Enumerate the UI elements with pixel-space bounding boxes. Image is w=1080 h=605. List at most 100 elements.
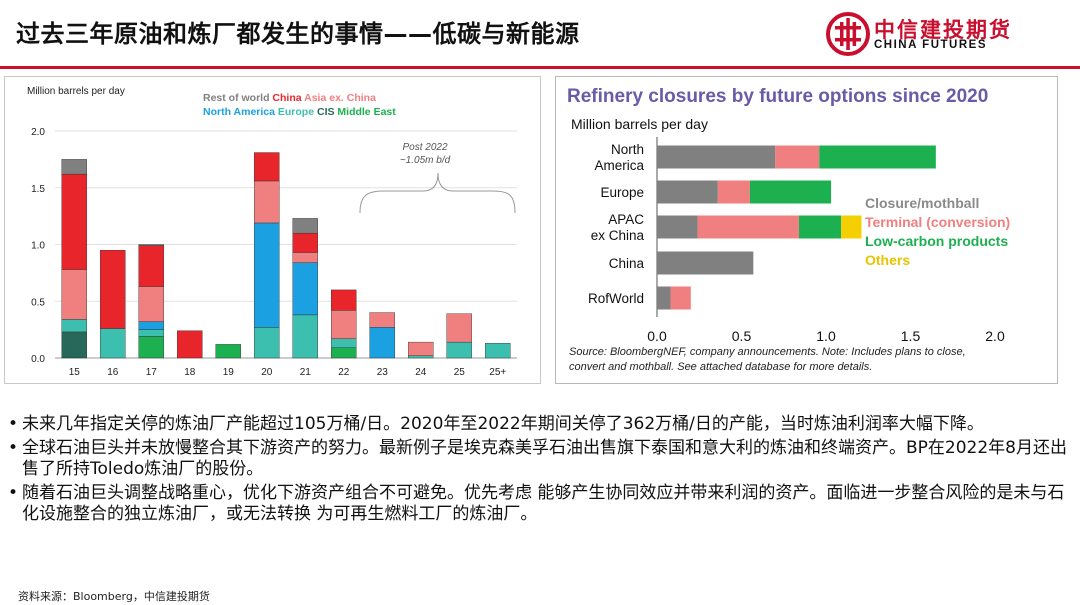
x-tick-label: 22 — [338, 367, 350, 378]
bullet-marker: • — [8, 483, 19, 503]
x-tick-label: 25+ — [489, 367, 506, 378]
chart2-source-note-line-2: convert and mothball. See attached datab… — [569, 361, 872, 373]
bar-segment-europe-24 — [408, 355, 434, 359]
x-tick-label: 25 — [454, 367, 466, 378]
bar-segment-closure-mothball-china — [657, 251, 754, 275]
x-tick-label: 0.5 — [732, 328, 752, 344]
bar-segment-north-america-17 — [138, 321, 164, 330]
closures-by-year-svg: Million barrels per day 0.00.51.01.52.0 … — [27, 86, 517, 378]
bullet-text: 全球石油巨头并未放慢整合其下游资产的努力。最新例子是埃克森美孚石油出售旗下泰国和… — [22, 438, 1067, 479]
legend-entry-china: China — [270, 92, 302, 104]
x-tick-label: 16 — [107, 367, 119, 378]
bar-segment-asia-ex-china-17 — [138, 286, 164, 322]
y-tick-label: 0.0 — [31, 354, 45, 365]
legend-entry-terminal-conversion: Terminal (conversion) — [865, 214, 1010, 230]
bar-segment-terminal-conversion-europe — [717, 180, 750, 204]
bullet-text: 随着石油巨头调整战略重心，优化下游资产组合不可避免。优先考虑 能够产生协同效应并… — [22, 483, 1065, 524]
bar-segment-asia-ex-china-24 — [408, 341, 434, 356]
x-tick-label: 19 — [223, 367, 235, 378]
bar-segment-terminal-conversion-apac-ex-china — [697, 215, 799, 239]
chart2-unit-label: Million barrels per day — [571, 116, 708, 132]
y-tick-label: 1.0 — [31, 241, 45, 252]
bar-segment-terminal-conversion-rofworld — [670, 286, 691, 310]
bar-segment-asia-ex-china-25 — [446, 313, 472, 343]
legend-row: North America Europe CIS Middle East — [203, 106, 396, 118]
legend-entry-rest-of-world: Rest of world — [203, 92, 270, 104]
closures-by-option-svg: Refinery closures by future options sinc… — [567, 86, 1010, 373]
x-tick-label: 15 — [69, 367, 81, 378]
bullet-item: • 随着石油巨头调整战略重心，优化下游资产组合不可避免。优先考虑 能够产生协同效… — [8, 483, 1074, 525]
category-label-line: ex China — [591, 228, 645, 243]
bar-segment-europe-16 — [100, 328, 126, 359]
bar-segment-china-15 — [61, 173, 87, 270]
bar-segment-closure-mothball-rofworld — [657, 286, 671, 310]
category-label-rofworld: RofWorld — [588, 291, 644, 306]
bar-segment-china-17 — [138, 245, 164, 287]
bar-segment-china-22 — [331, 289, 357, 311]
category-label-europe: Europe — [600, 185, 644, 200]
bar-segment-china-16 — [100, 249, 126, 329]
y-tick-label: 0.5 — [31, 297, 45, 308]
bar-segment-middle-east-22 — [331, 347, 357, 359]
bar-segment-low-carbon-products-north-america — [819, 145, 936, 169]
logo-chinese-name: 中信建投期货 — [874, 18, 1012, 42]
legend-entry-europe: Europe — [275, 106, 314, 118]
annotation-line-2: ~1.05m b/d — [400, 155, 451, 166]
bar-segment-rest-of-world-15 — [61, 159, 87, 175]
chart2-source-note-line-1: Source: BloombergNEF, company announceme… — [569, 346, 966, 358]
x-tick-label: 1.0 — [816, 328, 836, 344]
legend-entry-middle-east: Middle East — [334, 106, 396, 118]
bullet-text: 未来几年指定关停的炼油厂产能超过105万桶/日。2020年至2022年期间关停了… — [22, 414, 984, 434]
bar-segment-rest-of-world-21 — [292, 218, 318, 234]
header-divider — [0, 66, 1080, 69]
annotation-line-1: Post 2022 — [402, 142, 447, 153]
bullet-marker: • — [8, 414, 19, 434]
bar-segment-north-america-21 — [292, 262, 318, 316]
x-tick-label: 24 — [415, 367, 427, 378]
bar-segment-north-america-20 — [254, 222, 280, 328]
bar-segment-europe-15 — [61, 319, 87, 333]
bar-segment-others-apac-ex-china — [841, 215, 862, 239]
bullet-item: • 全球石油巨头并未放慢整合其下游资产的努力。最新例子是埃克森美孚石油出售旗下泰… — [8, 438, 1074, 480]
x-tick-label: 20 — [261, 367, 273, 378]
refinery-closures-by-year-chart: Million barrels per day 0.0 0.5 1.0 1.5 2.0 … — [4, 76, 541, 384]
bar-segment-asia-ex-china-15 — [61, 269, 87, 320]
bar-segment-closure-mothball-north-america — [657, 145, 776, 169]
page-title: 过去三年原油和炼厂都发生的事情——低碳与新能源 — [16, 20, 580, 48]
category-label-line: APAC — [608, 212, 644, 227]
bar-segment-cis-15 — [61, 331, 87, 359]
bar-segment-north-america-23 — [369, 327, 395, 359]
bar-segment-middle-east-17 — [138, 336, 164, 359]
category-label-north-america: North America — [594, 142, 644, 173]
x-tick-label: 17 — [146, 367, 158, 378]
legend-entry-cis: CIS — [314, 106, 334, 118]
category-label-line: North — [611, 142, 644, 157]
citic-logo-icon — [826, 12, 870, 56]
x-tick-label: 1.5 — [901, 328, 921, 344]
y-tick-label: 2.0 — [31, 127, 45, 138]
bar-segment-low-carbon-products-apac-ex-china — [798, 215, 842, 239]
bar-segment-asia-ex-china-23 — [369, 312, 395, 328]
legend-entry-north-america: North America — [203, 106, 275, 118]
logo-english-name: CHINA FUTURES — [874, 39, 987, 51]
bar-segment-asia-ex-china-20 — [254, 180, 280, 224]
bar-segment-asia-ex-china-21 — [292, 252, 318, 263]
bar-segment-closure-mothball-europe — [657, 180, 718, 204]
bar-segment-terminal-conversion-north-america — [775, 145, 820, 169]
bar-segment-middle-east-19 — [215, 344, 241, 359]
bar-segment-low-carbon-products-europe — [749, 180, 832, 204]
category-label-line: America — [594, 158, 644, 173]
category-label-line: China — [609, 256, 645, 271]
legend-row: Rest of world China Asia ex. China — [203, 92, 376, 104]
bar-segment-europe-21 — [292, 314, 318, 359]
category-label-apac-ex-china: APAC ex China — [591, 212, 645, 243]
legend-entry-asia-ex-china: Asia ex. China — [302, 92, 376, 104]
bar-segment-rest-of-world-17 — [138, 244, 164, 246]
post-2022-annotation: Post 2022 ~1.05m b/d — [359, 142, 516, 214]
bar-segment-europe-20 — [254, 327, 280, 359]
x-tick-label: 18 — [184, 367, 196, 378]
annotation-brace — [359, 172, 516, 214]
category-label-line: Europe — [600, 185, 644, 200]
bullet-list: • 未来几年指定关停的炼油厂产能超过105万桶/日。2020年至2022年期间关… — [8, 414, 1074, 528]
source-footnote: 资料来源：Bloomberg，中信建投期货 — [18, 590, 210, 603]
